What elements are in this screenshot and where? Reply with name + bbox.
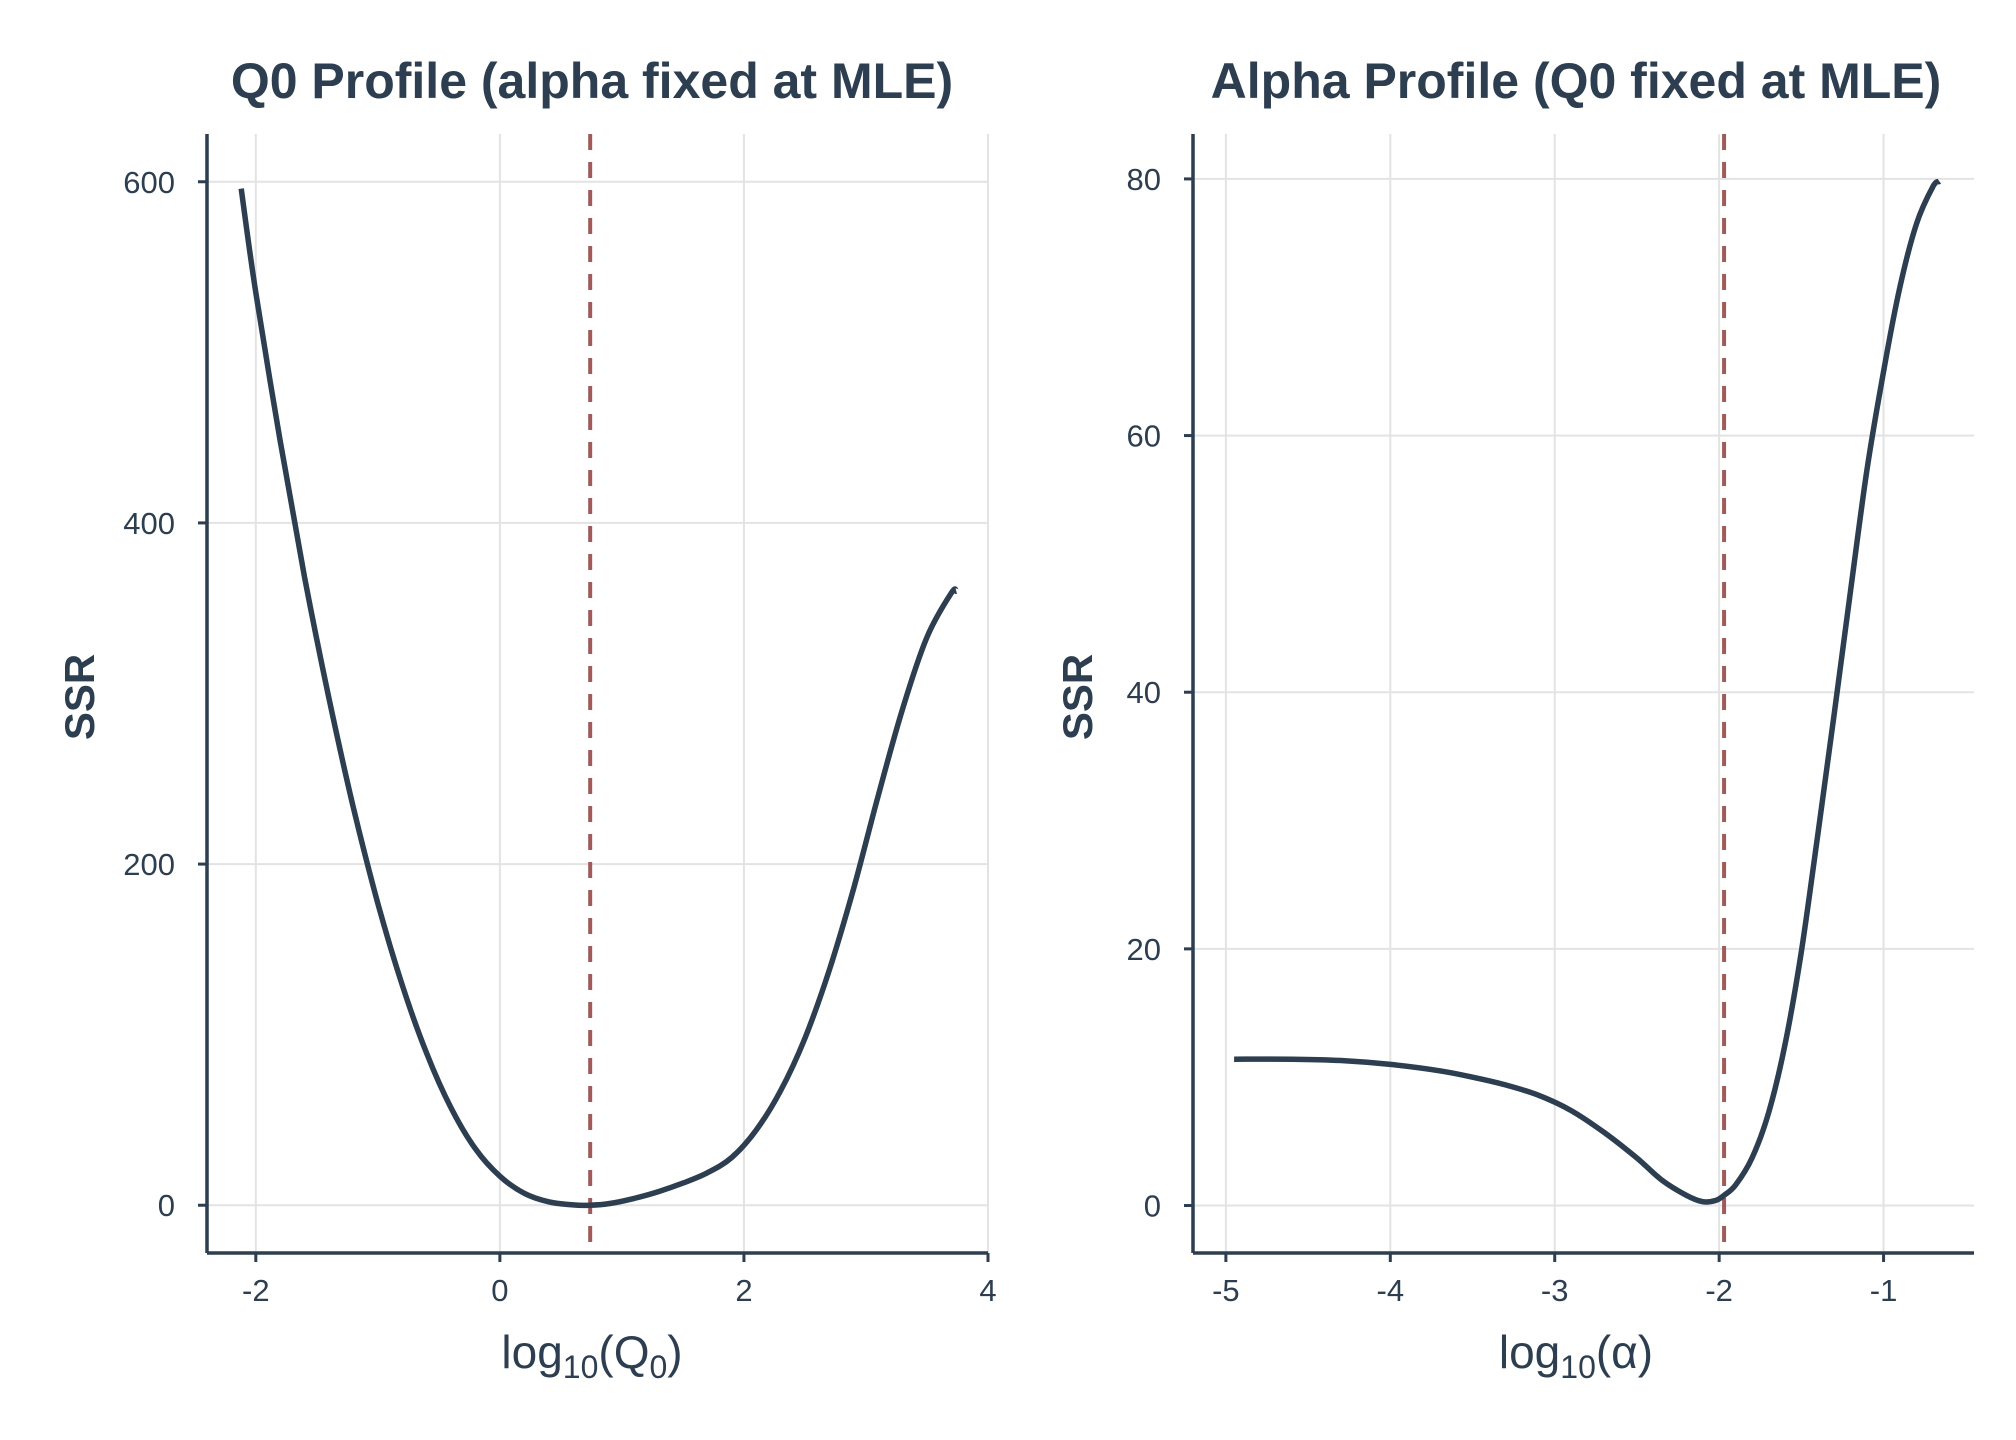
alpha-profile-panel: Alpha Profile (Q0 fixed at MLE) -5 -4 -3 -2… [1054, 53, 1974, 1385]
alpha-y-tick-label-3: 60 [1127, 419, 1161, 454]
q0-y-tick-label-2: 400 [123, 506, 175, 541]
alpha-grid [1193, 134, 1974, 1253]
q0-ssr-curve [238, 188, 960, 1209]
alpha-x-tick-label-0: -5 [1212, 1273, 1240, 1308]
q0-x-tick-label-2: 2 [735, 1273, 752, 1308]
q0-x-ticks: -2 0 2 4 [242, 1253, 997, 1308]
q0-x-tick-label-1: 0 [491, 1273, 508, 1308]
alpha-y-ticks: 0 20 40 60 80 [1127, 162, 1193, 1224]
alpha-y-tick-label-2: 40 [1127, 675, 1161, 710]
q0-y-ticks: 0 200 400 600 [123, 165, 207, 1223]
q0-grid [207, 134, 989, 1253]
alpha-profile-title: Alpha Profile (Q0 fixed at MLE) [1211, 53, 1942, 109]
q0-y-tick-label-1: 200 [123, 847, 175, 882]
alpha-y-axis-label: SSR [1054, 654, 1101, 740]
q0-y-tick-label-3: 600 [123, 165, 175, 200]
q0-x-axis-label: log10(Q0) [501, 1326, 682, 1385]
alpha-x-tick-label-4: -1 [1870, 1273, 1898, 1308]
q0-x-tick-label-0: -2 [242, 1273, 270, 1308]
alpha-y-tick-label-1: 20 [1127, 932, 1161, 967]
q0-y-axis-label: SSR [56, 654, 103, 740]
alpha-x-axis-label: log10(α) [1499, 1326, 1653, 1385]
alpha-x-tick-label-3: -2 [1705, 1273, 1733, 1308]
q0-profile-panel: Q0 Profile (alpha fixed at MLE) -2 0 2 4 0 2… [56, 53, 997, 1385]
q0-y-tick-label-0: 0 [158, 1188, 175, 1223]
alpha-ssr-curve [1234, 178, 1942, 1205]
q0-profile-title: Q0 Profile (alpha fixed at MLE) [231, 53, 953, 109]
alpha-x-ticks: -5 -4 -3 -2 -1 [1212, 1253, 1897, 1308]
alpha-y-tick-label-0: 0 [1144, 1189, 1161, 1224]
alpha-x-tick-label-2: -3 [1541, 1273, 1569, 1308]
alpha-x-tick-label-1: -4 [1377, 1273, 1405, 1308]
alpha-y-tick-label-4: 80 [1127, 162, 1161, 197]
q0-x-tick-label-3: 4 [979, 1273, 996, 1308]
